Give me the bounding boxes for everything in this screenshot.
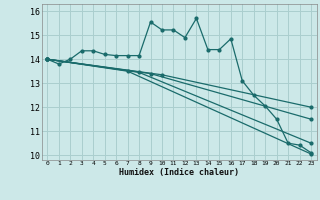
X-axis label: Humidex (Indice chaleur): Humidex (Indice chaleur) [119, 168, 239, 177]
